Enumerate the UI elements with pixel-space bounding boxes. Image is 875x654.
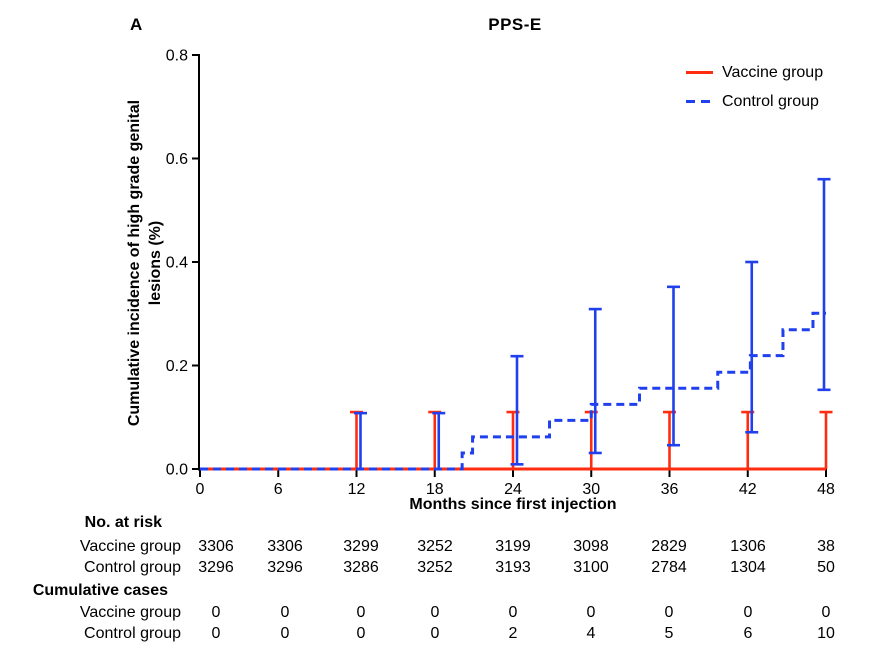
table-cell: 5	[664, 625, 674, 642]
y-tick-label: 0.8	[166, 48, 188, 65]
table-cell: 3296	[198, 559, 234, 576]
table-cell: 3100	[573, 559, 609, 576]
table-cell: 0	[211, 625, 221, 642]
table-cell: 0	[356, 604, 366, 621]
legend-label-vaccine: Vaccine group	[722, 63, 824, 81]
table-row-label: Control group	[84, 559, 181, 576]
table-cell: 2784	[651, 559, 687, 576]
y-tick-label: 0.4	[166, 255, 188, 272]
table-cell: 3199	[495, 538, 531, 555]
table-cell: 3296	[267, 559, 303, 576]
legend: Vaccine group Control group	[686, 58, 823, 116]
control-line-swatch-icon	[686, 100, 713, 103]
x-tick-label: 36	[661, 481, 679, 498]
table-cell: 3193	[495, 559, 531, 576]
table-cell: 1306	[730, 538, 766, 555]
table-cell: 3299	[343, 538, 379, 555]
y-axis-title-line2: lesions (%)	[147, 220, 164, 306]
table-cell: 0	[280, 604, 290, 621]
table-cell: 50	[817, 559, 835, 576]
table-cell: 0	[211, 604, 221, 621]
y-tick-label: 0.6	[166, 151, 188, 168]
table-cell: 0	[586, 604, 596, 621]
chart-title: PPS-E	[488, 15, 542, 34]
x-tick-label: 18	[426, 481, 444, 498]
table-cell: 0	[508, 604, 518, 621]
x-tick-label: 24	[504, 481, 522, 498]
table-cell: 0	[356, 625, 366, 642]
y-axis-title: Cumulative incidence of high grade genit…	[124, 48, 168, 478]
table-cell: 0	[280, 625, 290, 642]
table-section-header: Cumulative cases	[32, 582, 168, 599]
table-cell: 0	[743, 604, 753, 621]
x-tick-label: 12	[348, 481, 366, 498]
table-row-label: Vaccine group	[79, 538, 181, 555]
table-cell: 10	[817, 625, 835, 642]
table-cell: 0	[430, 625, 440, 642]
table-cell: 0	[664, 604, 674, 621]
x-tick-label: 42	[739, 481, 757, 498]
table-section-header: No. at risk	[84, 514, 162, 531]
table-cell: 3252	[417, 538, 453, 555]
x-tick-label: 48	[817, 481, 835, 498]
panel-label: A	[130, 15, 143, 34]
legend-item-vaccine: Vaccine group	[686, 58, 823, 87]
vaccine-line-swatch-icon	[686, 71, 713, 74]
x-tick-label: 6	[274, 481, 283, 498]
table-cell: 0	[821, 604, 831, 621]
table-cell: 3098	[573, 538, 609, 555]
table-cell: 3306	[198, 538, 234, 555]
table-cell: 2	[508, 625, 518, 642]
x-tick-label: 0	[196, 481, 205, 498]
table-cell: 3286	[343, 559, 379, 576]
legend-item-control: Control group	[686, 87, 823, 116]
table-cell: 3306	[267, 538, 303, 555]
control-group-step-line	[200, 311, 826, 471]
table-cell: 4	[586, 625, 596, 642]
y-tick-label: 0.2	[166, 358, 188, 375]
table-cell: 2829	[651, 538, 687, 555]
table-cell: 6	[743, 625, 753, 642]
table-cell: 1304	[730, 559, 766, 576]
y-tick-label: 0.0	[166, 462, 188, 479]
x-tick-label: 30	[582, 481, 600, 498]
table-row-label: Vaccine group	[79, 604, 181, 621]
table-row-label: Control group	[84, 625, 181, 642]
table-cell: 0	[430, 604, 440, 621]
table-cell: 38	[817, 538, 835, 555]
x-axis-title: Months since first injection	[409, 496, 617, 513]
y-axis-title-line1: Cumulative incidence of high grade genit…	[126, 99, 143, 427]
legend-label-control: Control group	[722, 92, 819, 110]
table-cell: 3252	[417, 559, 453, 576]
